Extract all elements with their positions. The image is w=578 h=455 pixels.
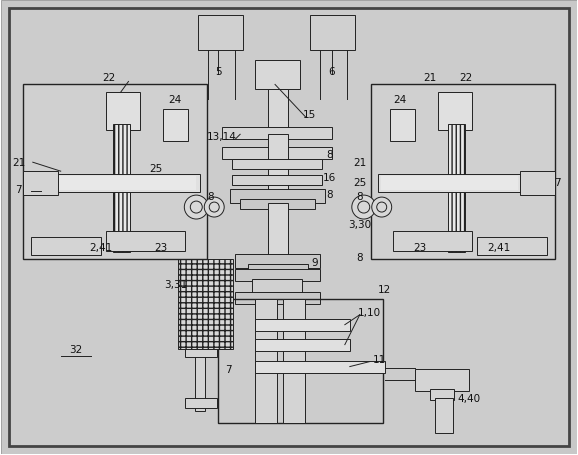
- Bar: [268, 90, 288, 135]
- Text: 8: 8: [357, 192, 363, 202]
- Bar: [23, 172, 58, 196]
- Circle shape: [209, 202, 219, 212]
- Bar: [310, 15, 355, 51]
- Bar: [232, 160, 322, 170]
- Text: 3,31: 3,31: [164, 279, 187, 289]
- Text: 25: 25: [149, 164, 162, 174]
- Bar: [198, 15, 243, 51]
- Bar: [235, 292, 320, 304]
- Bar: [248, 264, 308, 272]
- Text: 6: 6: [328, 67, 335, 77]
- Bar: [106, 93, 140, 131]
- Bar: [23, 85, 208, 259]
- Circle shape: [358, 202, 370, 213]
- Text: 5: 5: [215, 67, 221, 77]
- Bar: [195, 337, 205, 411]
- Bar: [186, 347, 217, 357]
- Bar: [252, 279, 302, 294]
- Text: 7: 7: [554, 178, 561, 188]
- Text: 8: 8: [207, 192, 213, 202]
- Text: 21: 21: [423, 73, 436, 83]
- Text: 11: 11: [373, 354, 386, 364]
- Bar: [429, 389, 454, 400]
- Circle shape: [372, 197, 392, 217]
- Text: 12: 12: [378, 284, 391, 294]
- Bar: [59, 177, 197, 191]
- Text: 32: 32: [69, 344, 82, 354]
- Bar: [390, 110, 414, 142]
- Bar: [381, 177, 518, 191]
- Bar: [240, 200, 315, 210]
- Bar: [370, 85, 555, 259]
- Bar: [255, 299, 277, 424]
- Bar: [31, 238, 101, 255]
- Circle shape: [204, 197, 224, 217]
- Text: 7: 7: [16, 185, 22, 195]
- Bar: [435, 399, 453, 434]
- Text: 8: 8: [327, 190, 333, 200]
- Text: 7: 7: [225, 364, 232, 374]
- Text: 1,10: 1,10: [358, 307, 381, 317]
- Text: 22: 22: [102, 73, 115, 83]
- Bar: [283, 299, 305, 424]
- Bar: [235, 269, 320, 281]
- Text: 21: 21: [12, 158, 25, 168]
- Bar: [230, 190, 325, 204]
- Bar: [392, 232, 472, 251]
- Text: 23: 23: [413, 243, 426, 253]
- Text: 15: 15: [303, 110, 317, 120]
- Text: 24: 24: [169, 95, 182, 105]
- Bar: [255, 361, 385, 373]
- Bar: [447, 125, 465, 205]
- Bar: [268, 135, 288, 264]
- Circle shape: [352, 196, 376, 220]
- Text: 8: 8: [357, 253, 363, 263]
- Text: 4,40: 4,40: [458, 394, 481, 404]
- Text: 2,41: 2,41: [488, 243, 511, 253]
- Circle shape: [184, 196, 208, 220]
- Text: 21: 21: [353, 158, 366, 168]
- Bar: [232, 176, 322, 186]
- Bar: [268, 204, 288, 258]
- Bar: [414, 369, 469, 391]
- Bar: [186, 399, 217, 409]
- Bar: [477, 238, 547, 255]
- Text: 24: 24: [393, 95, 406, 105]
- Bar: [438, 93, 472, 131]
- Text: 13,14: 13,14: [208, 132, 237, 142]
- Bar: [222, 128, 332, 140]
- Bar: [222, 148, 332, 160]
- Bar: [113, 125, 131, 205]
- Text: 3,30: 3,30: [348, 219, 371, 229]
- Bar: [378, 175, 523, 192]
- Bar: [235, 254, 320, 268]
- Bar: [179, 259, 233, 349]
- Bar: [164, 110, 188, 142]
- Bar: [255, 339, 350, 351]
- Text: 8: 8: [327, 150, 333, 160]
- Text: 9: 9: [312, 258, 318, 267]
- Bar: [255, 61, 300, 90]
- Bar: [113, 192, 131, 253]
- Text: 25: 25: [353, 178, 366, 188]
- Text: 22: 22: [459, 73, 472, 83]
- Circle shape: [377, 202, 387, 212]
- Bar: [106, 232, 186, 251]
- Bar: [447, 192, 465, 253]
- Text: 23: 23: [154, 243, 167, 253]
- Bar: [520, 172, 555, 196]
- Bar: [218, 299, 263, 424]
- Circle shape: [190, 202, 202, 213]
- Bar: [218, 299, 383, 424]
- Bar: [55, 175, 200, 192]
- Text: 2,41: 2,41: [89, 243, 112, 253]
- Bar: [255, 319, 350, 331]
- Text: 16: 16: [323, 173, 336, 183]
